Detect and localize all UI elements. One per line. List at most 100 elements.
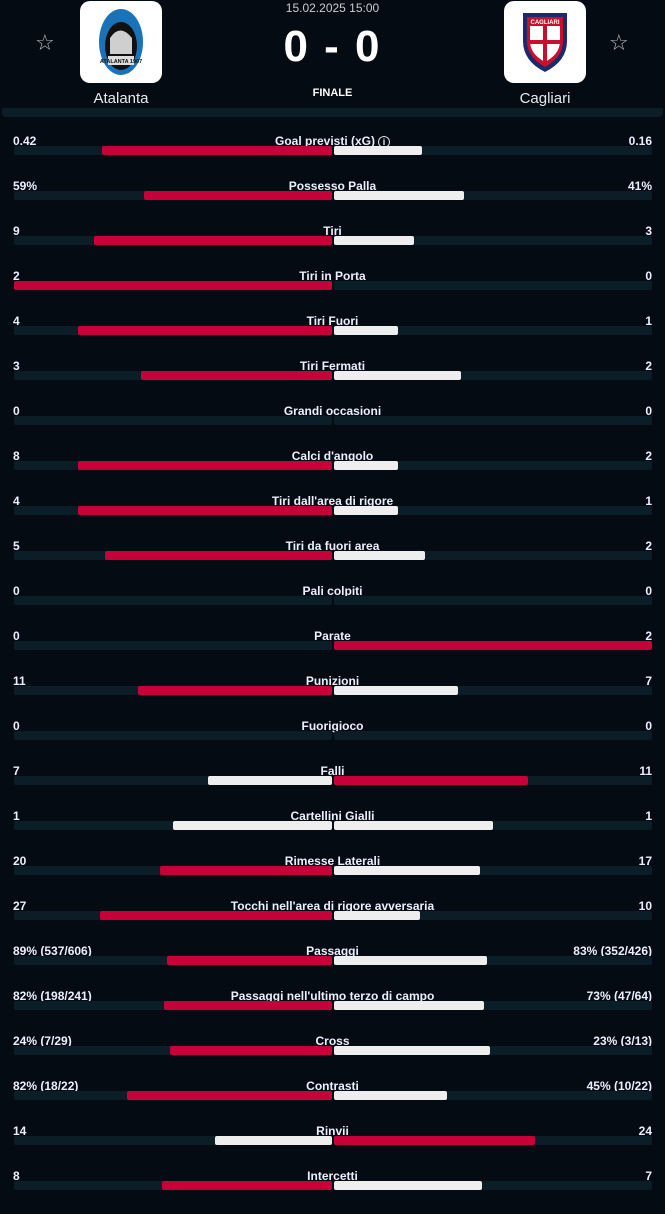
stat-away-value: 2: [645, 449, 652, 463]
stat-away-value: 17: [638, 854, 652, 868]
stat-row: 82% (198/241) Passaggi nell'ultimo terzo…: [0, 989, 665, 1034]
stat-home-value: 11: [13, 674, 26, 688]
home-bar-track: [14, 686, 332, 695]
away-bar-track: [334, 146, 652, 155]
stat-row: 14 Rinvii 24: [0, 1124, 665, 1169]
stat-home-value: 0: [13, 629, 20, 643]
stat-row: 0 Grandi occasioni 0: [0, 404, 665, 449]
stat-away-value: 2: [645, 539, 652, 553]
stat-row: 24% (7/29) Cross 23% (3/13): [0, 1034, 665, 1079]
stat-row: 5 Tiri da fuori area 2: [0, 539, 665, 584]
away-bar-track: [334, 731, 652, 740]
home-bar-track: [14, 776, 332, 785]
away-bar: [334, 821, 493, 830]
away-team-name[interactable]: Cagliari: [519, 90, 571, 107]
away-bar-track: [334, 326, 652, 335]
stat-away-value: 0: [645, 404, 652, 418]
stat-away-value: 0: [645, 584, 652, 598]
away-team-logo[interactable]: CAGLIARI: [504, 1, 586, 83]
stat-away-value: 2: [645, 359, 652, 373]
away-bar: [334, 866, 481, 875]
home-bar-track: [14, 911, 332, 920]
header-divider: [2, 108, 663, 117]
stat-home-value: 3: [13, 359, 20, 373]
home-bar-track: [14, 1181, 332, 1190]
home-bar: [137, 686, 332, 695]
away-bar: [334, 956, 488, 965]
home-bar-track: [14, 416, 332, 425]
stat-home-value: 1: [13, 809, 20, 823]
stat-away-value: 2: [645, 629, 652, 643]
stat-home-value: 82% (18/22): [13, 1079, 79, 1093]
home-bar-track: [14, 596, 332, 605]
stat-home-value: 0: [13, 404, 20, 418]
home-bar: [77, 461, 332, 470]
away-bar: [334, 326, 398, 335]
stat-home-value: 24% (7/29): [13, 1034, 72, 1048]
home-bar: [99, 911, 332, 920]
match-header: ☆ ATALANTA 1907 Atalanta 15.02.2025 15:0…: [0, 0, 665, 117]
away-bar-track: [334, 236, 652, 245]
stat-home-value: 89% (537/606): [13, 944, 92, 958]
away-bar: [334, 776, 529, 785]
away-bar: [334, 641, 652, 650]
home-bar-track: [14, 326, 332, 335]
stat-row: 4 Tiri Fuori 1: [0, 314, 665, 359]
stat-row: 11 Punizioni 7: [0, 674, 665, 719]
home-bar-track: [14, 731, 332, 740]
stat-home-value: 8: [13, 1169, 20, 1183]
stat-row: 9 Tiri 3: [0, 224, 665, 269]
home-bar-track: [14, 191, 332, 200]
away-bar-track: [334, 956, 652, 965]
away-bar-track: [334, 821, 652, 830]
stat-away-value: 41%: [627, 179, 652, 193]
away-bar: [334, 1046, 490, 1055]
stat-row: 27 Tocchi nell'area di rigore avversaria…: [0, 899, 665, 944]
home-bar: [163, 1001, 332, 1010]
stat-home-value: 27: [13, 899, 27, 913]
stat-row: 8 Intercetti 7: [0, 1169, 665, 1214]
away-bar-track: [334, 281, 652, 290]
atalanta-crest-icon: ATALANTA 1907: [99, 9, 143, 75]
stat-home-value: 8: [13, 449, 20, 463]
stat-row: 0 Fuorigioco 0: [0, 719, 665, 764]
away-bar-track: [334, 461, 652, 470]
home-bar: [104, 551, 332, 560]
away-bar: [334, 1001, 484, 1010]
away-bar: [334, 1136, 535, 1145]
home-bar: [101, 146, 332, 155]
away-bar-track: [334, 1181, 652, 1190]
away-bar: [334, 236, 414, 245]
home-bar: [141, 371, 332, 380]
stat-row: 3 Tiri Fermati 2: [0, 359, 665, 404]
home-bar-track: [14, 551, 332, 560]
home-bar-track: [14, 371, 332, 380]
stat-away-value: 11: [639, 764, 652, 778]
stat-away-value: 1: [645, 494, 652, 508]
match-date: 15.02.2025 15:00: [285, 1, 380, 15]
home-team-name[interactable]: Atalanta: [93, 90, 149, 107]
stat-away-value: 7: [645, 1169, 652, 1183]
home-bar: [214, 1136, 332, 1145]
away-bar-track: [334, 686, 652, 695]
stat-row: 4 Tiri dall'area di rigore 1: [0, 494, 665, 539]
away-bar: [334, 371, 462, 380]
favorite-home-star-icon[interactable]: ☆: [35, 30, 55, 55]
away-bar: [334, 146, 422, 155]
stat-row: 20 Rimesse Laterali 17: [0, 854, 665, 899]
stat-row: 1 Cartellini Gialli 1: [0, 809, 665, 854]
stat-row: 89% (537/606) Passaggi 83% (352/426): [0, 944, 665, 989]
home-bar: [93, 236, 332, 245]
favorite-away-star-icon[interactable]: ☆: [609, 30, 629, 55]
home-bar: [162, 1181, 332, 1190]
away-bar: [334, 461, 398, 470]
stat-away-value: 45% (10/22): [586, 1079, 652, 1093]
stat-home-value: 0: [13, 584, 20, 598]
stat-row: 82% (18/22) Contrasti 45% (10/22): [0, 1079, 665, 1124]
away-bar-track: [334, 1091, 652, 1100]
away-bar: [334, 686, 458, 695]
home-bar-track: [14, 461, 332, 470]
home-team-logo[interactable]: ATALANTA 1907: [80, 1, 162, 83]
away-bar: [334, 506, 398, 515]
away-bar-track: [334, 911, 652, 920]
